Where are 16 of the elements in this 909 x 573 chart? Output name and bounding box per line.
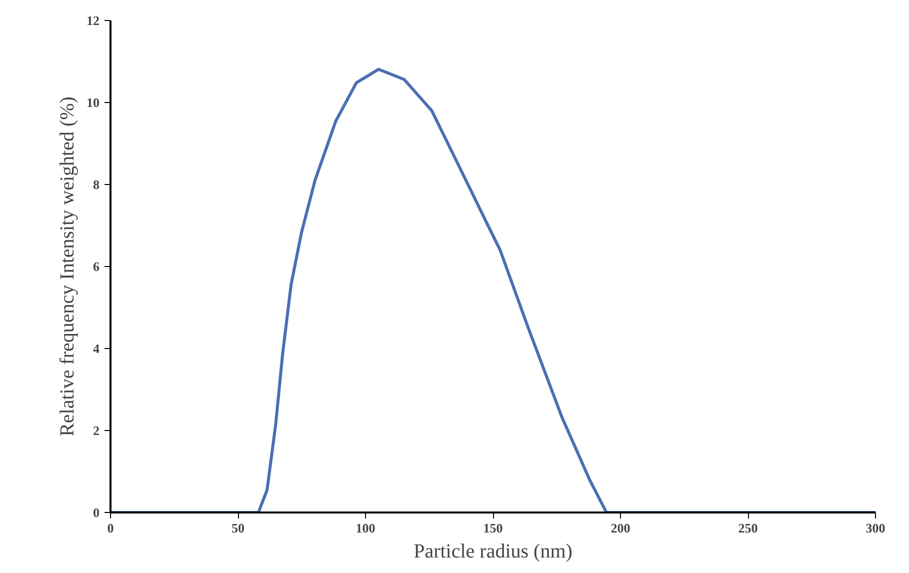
y-tick-label: 2 [93,423,100,438]
y-tick-label: 0 [93,505,100,520]
y-tick-label: 12 [86,13,100,28]
y-axis-title: Relative frequency Intensity weighted (%) [56,96,78,436]
x-axis-title: Particle radius (nm) [414,540,572,562]
x-tick-label: 100 [356,520,376,536]
x-tick-label: 300 [866,520,886,536]
y-tick-label: 6 [93,259,100,274]
x-tick-label: 200 [610,520,630,536]
x-tick-label: 150 [483,520,503,536]
x-tick-label: 250 [738,520,758,536]
x-tick-label: 50 [232,520,244,536]
y-tick-label: 8 [93,177,100,192]
y-tick-label: 4 [93,341,100,356]
x-tick-label: 0 [107,520,114,536]
y-tick-label: 10 [86,95,100,110]
